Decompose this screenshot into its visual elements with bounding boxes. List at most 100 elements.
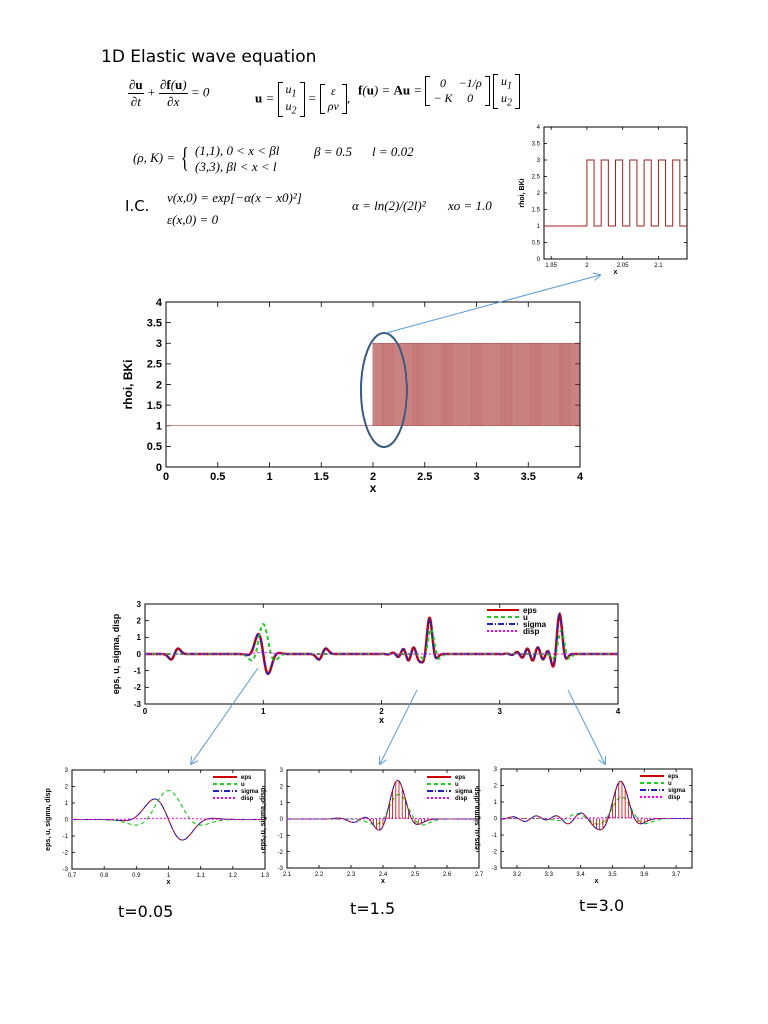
legend-label: u	[668, 781, 672, 787]
u-definition: u = u1 u2 = ε ρv,	[255, 82, 351, 117]
piece-two: (3,3), βl < x < l	[195, 159, 277, 174]
y-tick-label: 1.5	[532, 208, 541, 214]
y-tick-label: 3	[137, 600, 142, 609]
y-tick-label: 0	[65, 818, 69, 824]
disp-series-line	[287, 817, 479, 820]
y-tick-label: 1	[537, 224, 541, 230]
y-axis-label: rhoi, BKi	[519, 178, 526, 207]
beta-value: β = 0.5	[314, 144, 352, 159]
y-axis-label: eps, u, sigma, disp	[111, 613, 121, 694]
y-tick-label: 2	[137, 616, 142, 625]
x-tick-label: 3.5	[608, 872, 617, 878]
ic-velocity: v(x,0) = exp[−α(x − x0)²]	[167, 190, 302, 205]
y-axis-label: eps, u, sigma, disp	[260, 788, 267, 851]
x-tick-label: 1	[266, 471, 272, 483]
x-tick-label: 0.7	[68, 873, 77, 879]
pde-equation: ∂u ∂t + ∂f(u) ∂x = 0	[128, 77, 210, 109]
x-axis-label: x	[167, 879, 171, 886]
legend-label: sigma	[455, 789, 473, 795]
y-tick-label: 3	[280, 768, 284, 774]
y-tick-label: 0.5	[532, 241, 541, 247]
y-tick-label: 0	[494, 817, 498, 823]
legend-label: sigma	[523, 620, 547, 629]
alpha-value: α = ln(2)/(2l)²	[352, 198, 426, 213]
y-tick-label: 2.5	[532, 175, 541, 181]
ic-strain: ε(x,0) = 0	[167, 212, 219, 227]
x-tick-label: 1.1	[196, 873, 205, 879]
y-tick-label: 3.5	[532, 142, 541, 148]
zoom-arrow-t005	[191, 667, 259, 764]
legend-label: u	[241, 782, 245, 788]
y-tick-label: 1	[137, 633, 142, 642]
zoom-arrow-t30	[567, 689, 605, 764]
x-tick-label: 4	[577, 471, 584, 483]
y-tick-label: -1	[492, 833, 498, 839]
sigma-series-line	[501, 780, 692, 831]
legend-label: u	[523, 613, 528, 622]
annotations	[191, 275, 605, 764]
legend-label: sigma	[668, 788, 686, 794]
y-tick-label: 2	[65, 785, 69, 791]
y-tick-label: -2	[278, 850, 284, 856]
x0-value: xo = 1.0	[448, 198, 492, 213]
y-tick-label: 4	[537, 125, 541, 131]
material-series-line	[166, 342, 580, 427]
y-tick-label: 0	[156, 462, 162, 474]
x-tick-label: 2.2	[315, 872, 324, 878]
y-tick-label: 2	[156, 379, 162, 391]
x-tick-label: 2	[379, 707, 384, 716]
x-tick-label: 1.5	[314, 471, 329, 483]
x-tick-label: 3.2	[513, 872, 522, 878]
x-tick-label: 2.4	[379, 872, 388, 878]
material-piecewise: (ρ, K) = { (1,1), 0 < x < βl (3,3), βl <…	[133, 143, 280, 174]
x-tick-label: 0.5	[210, 471, 225, 483]
x-tick-label: 2	[370, 471, 376, 483]
x-tick-label: 3.7	[672, 872, 681, 878]
x-tick-label: 1	[167, 873, 171, 879]
x-tick-label: 4	[616, 707, 621, 716]
legend-label: eps	[455, 775, 466, 781]
x-tick-label: 2.3	[347, 872, 356, 878]
x-axis-label: x	[595, 878, 599, 885]
x-tick-label: 0	[143, 707, 148, 716]
y-tick-label: -3	[278, 866, 284, 872]
x-tick-label: 1.3	[261, 873, 270, 879]
legend-label: disp	[455, 796, 468, 802]
chart-material-inset: 1.95 2 2.05 2.1 0 0.5 1 1.5 2 2.5 3 3.5 4 x rhoi, BKi	[519, 125, 688, 276]
y-tick-label: 0	[280, 817, 284, 823]
y-tick-label: -1	[63, 834, 69, 840]
x-axis-label: x	[370, 481, 377, 495]
page-title: 1D Elastic wave equation	[101, 47, 317, 67]
x-tick-label: 3.4	[576, 872, 585, 878]
y-tick-label: 3.5	[147, 317, 162, 329]
time-label-t30: t=3.0	[579, 896, 625, 915]
y-tick-label: -1	[134, 666, 142, 675]
y-tick-label: 2	[494, 784, 498, 790]
y-tick-label: 2	[537, 191, 541, 197]
time-label-t15: t=1.5	[350, 899, 396, 918]
x-tick-label: 0.8	[100, 873, 109, 879]
y-tick-label: 3	[494, 767, 498, 773]
y-tick-label: 0	[537, 257, 541, 263]
y-tick-label: 3	[537, 158, 541, 164]
y-tick-label: 2	[280, 784, 284, 790]
zoom-ellipse	[360, 332, 408, 448]
zoom-arrow	[385, 275, 600, 334]
y-tick-label: 1.5	[147, 400, 162, 412]
chart-wave-main: 0 1 2 3 4 -3 -2 -1 0 1 2 3 x eps, u, sigma, disp epsus…	[111, 600, 621, 725]
legend-label: eps	[668, 774, 679, 780]
y-axis-label: rhoi, BKi	[121, 360, 135, 410]
chart-wave-t30: 3.2 3.3 3.4 3.5 3.6 3.7 -3 -2 -1 0 1 2 3 x eps, u, sig…	[474, 767, 693, 885]
x-tick-label: 0	[163, 471, 169, 483]
y-tick-label: 3	[65, 768, 69, 774]
y-tick-label: 1	[65, 801, 69, 807]
y-tick-label: 1	[494, 800, 498, 806]
x-tick-label: 2.1	[283, 872, 292, 878]
y-axis-label: eps, u, sigma, disp	[474, 787, 481, 850]
piece-one: (1,1), 0 < x < βl	[195, 143, 280, 158]
y-axis-label: eps, u, sigma, disp	[45, 788, 52, 851]
x-tick-label: 2	[585, 263, 589, 269]
eps-series-line	[145, 611, 618, 676]
